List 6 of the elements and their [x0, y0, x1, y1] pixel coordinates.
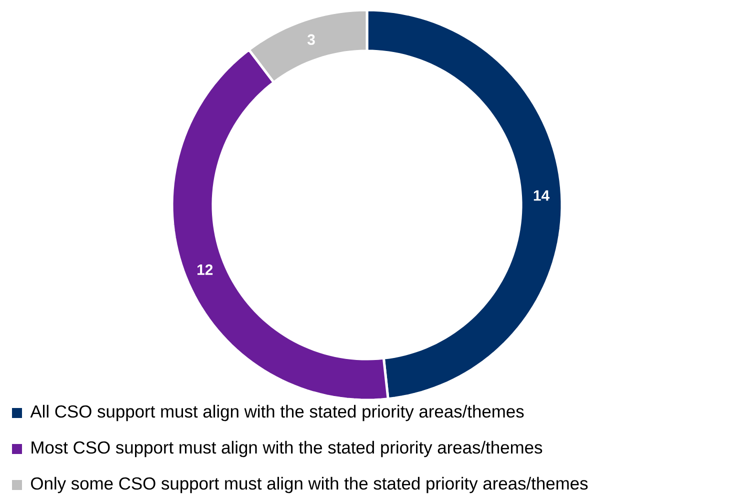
legend-label: All CSO support must align with the stated priority areas/themes — [30, 404, 524, 422]
data-label: 12 — [198, 264, 213, 275]
legend-label: Only some CSO support must align with the stated priority areas/themes — [31, 476, 588, 494]
legend-label: Most CSO support must align with the stated priority areas/themes — [32, 440, 542, 458]
data-label: 3 — [307, 34, 315, 45]
data-label: 14 — [534, 190, 550, 201]
